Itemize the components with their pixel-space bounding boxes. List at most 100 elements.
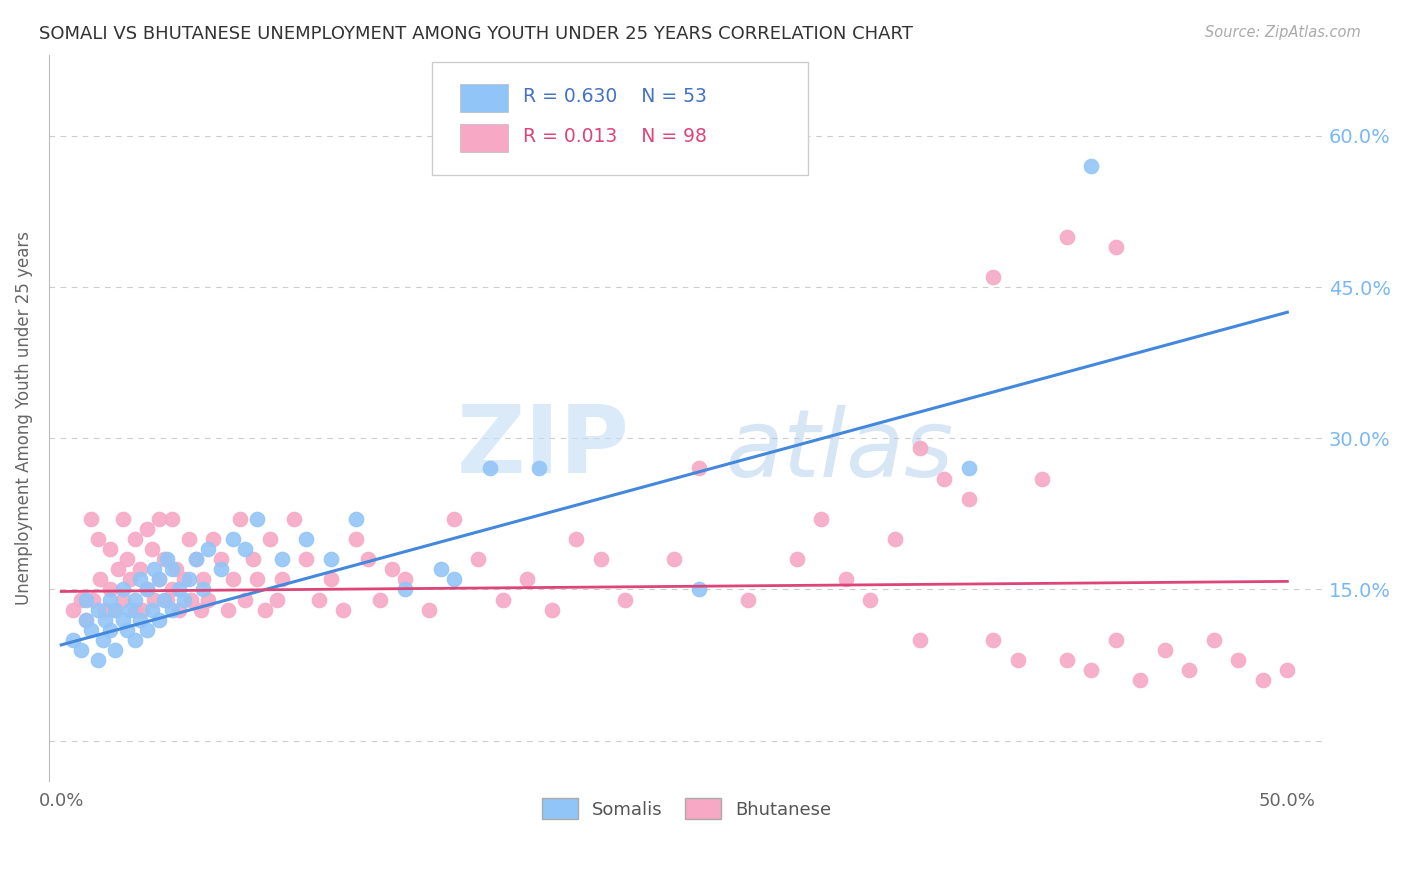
Point [160,602,183,616]
Point [614,592,637,607]
Point [173,573,195,587]
Point [118,602,141,616]
Point [430,562,453,576]
Point [117,552,139,566]
Bar [460,124,508,152]
Point [128,613,150,627]
Point [91,632,114,647]
Point [104,602,127,616]
Point [111,613,134,627]
Text: SOMALI VS BHUTANESE UNEMPLOYMENT AMONG YOUTH UNDER 25 YEARS CORRELATION CHART: SOMALI VS BHUTANESE UNEMPLOYMENT AMONG Y… [39,25,914,43]
Point [136,522,159,536]
Point [1080,663,1102,677]
Point [180,592,202,607]
Point [177,573,200,587]
Point [1056,229,1078,244]
Point [117,623,139,637]
Point [540,602,562,616]
Point [62,602,84,616]
Point [1227,653,1250,667]
Point [981,632,1004,647]
Point [664,552,686,566]
FancyBboxPatch shape [432,62,807,175]
Point [197,592,219,607]
Point [167,582,190,597]
Point [111,582,134,597]
Point [98,582,121,597]
Point [143,592,166,607]
Point [737,592,759,607]
Point [128,573,150,587]
Point [131,602,153,616]
Point [79,623,101,637]
Point [160,582,183,597]
Point [193,582,215,597]
Point [229,512,252,526]
Point [908,442,931,456]
Point [148,573,170,587]
Point [418,602,440,616]
Point [565,532,588,546]
Point [75,613,97,627]
Point [107,562,129,576]
Point [908,632,931,647]
Point [516,573,538,587]
Point [70,592,93,607]
Point [128,562,150,576]
Point [79,512,101,526]
Point [1251,673,1274,688]
Point [209,562,232,576]
Text: ZIP: ZIP [457,401,628,493]
Point [136,582,159,597]
Point [1056,653,1078,667]
Point [589,552,612,566]
Text: R = 0.630    N = 53: R = 0.630 N = 53 [523,87,707,106]
Point [266,592,288,607]
Point [344,512,367,526]
Point [394,582,416,597]
Point [202,532,225,546]
Point [177,532,200,546]
Point [246,512,269,526]
Point [111,592,134,607]
Point [87,602,110,616]
Point [167,602,190,616]
Point [160,562,183,576]
Point [184,552,207,566]
Bar [460,84,508,112]
Point [141,602,163,616]
Point [124,632,146,647]
Point [283,512,305,526]
Point [932,471,955,485]
Point [233,542,256,557]
Point [1031,471,1053,485]
Point [89,573,111,587]
Point [209,552,232,566]
Point [98,623,121,637]
Point [124,592,146,607]
Point [148,613,170,627]
Point [332,602,354,616]
Point [160,512,183,526]
Point [222,532,245,546]
Point [1007,653,1029,667]
Point [529,461,551,475]
Point [94,602,117,616]
Point [94,613,117,627]
Point [981,269,1004,284]
Point [443,512,465,526]
Legend: Somalis, Bhutanese: Somalis, Bhutanese [534,791,838,826]
Point [62,632,84,647]
Point [1202,632,1225,647]
Point [884,532,907,546]
Point [394,573,416,587]
Point [479,461,502,475]
Point [1080,159,1102,173]
Point [467,552,489,566]
Point [810,512,832,526]
Point [357,552,380,566]
Point [70,643,93,657]
Point [1153,643,1175,657]
Point [184,552,207,566]
Point [197,542,219,557]
